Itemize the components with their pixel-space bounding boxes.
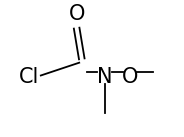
Text: O: O [69,4,86,24]
Text: N: N [97,67,113,87]
Text: O: O [122,67,138,87]
Text: Cl: Cl [19,67,40,87]
